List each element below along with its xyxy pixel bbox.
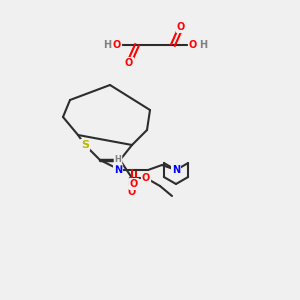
Text: O: O xyxy=(130,179,138,189)
Text: O: O xyxy=(142,173,150,183)
Text: H: H xyxy=(199,40,207,50)
Text: S: S xyxy=(81,140,89,150)
Text: O: O xyxy=(189,40,197,50)
Text: N: N xyxy=(114,165,122,175)
Text: O: O xyxy=(113,40,121,50)
Text: O: O xyxy=(177,22,185,32)
Text: O: O xyxy=(125,58,133,68)
Text: H: H xyxy=(115,155,122,164)
Text: H: H xyxy=(103,40,111,50)
Text: N: N xyxy=(172,165,180,175)
Text: O: O xyxy=(128,187,136,197)
